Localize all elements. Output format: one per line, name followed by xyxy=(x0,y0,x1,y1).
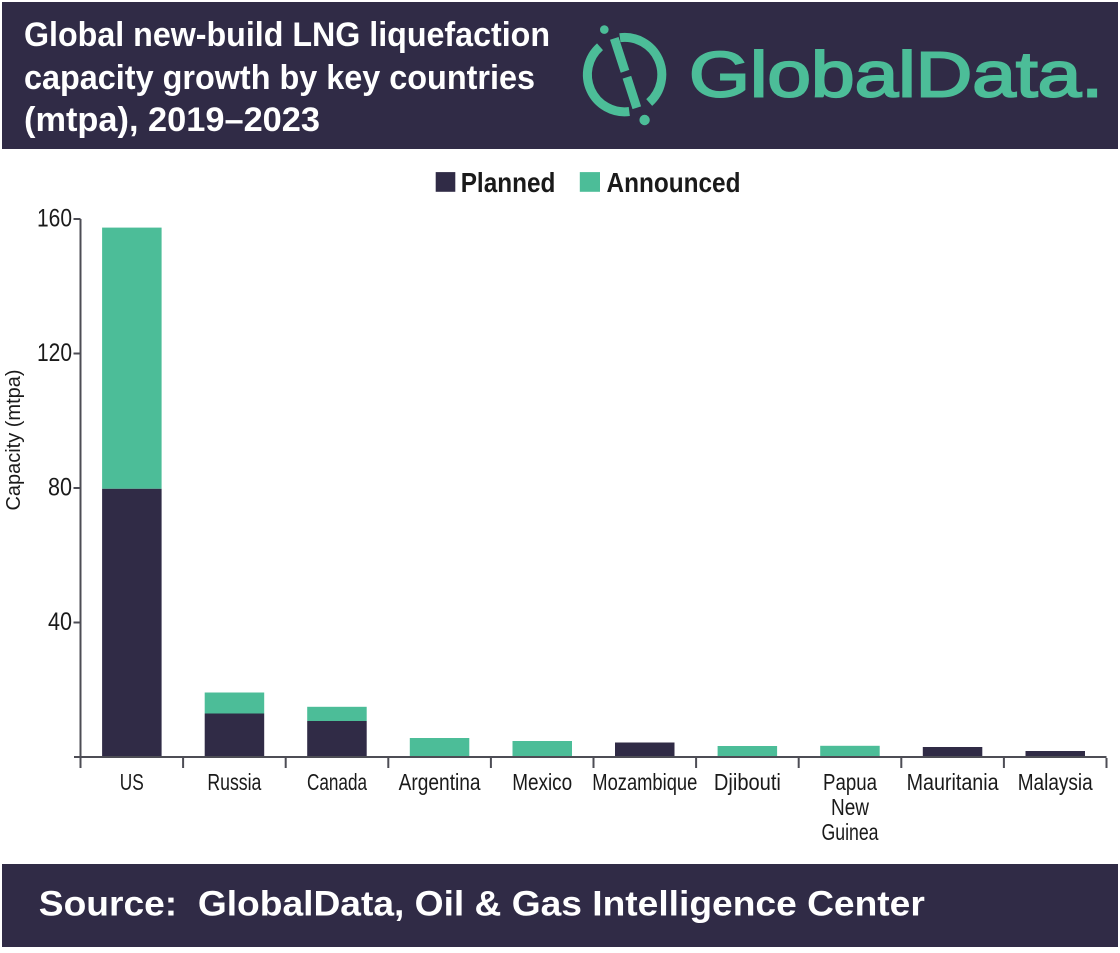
svg-text:US: US xyxy=(120,769,144,795)
svg-text:Russia: Russia xyxy=(207,769,261,795)
svg-text:80: 80 xyxy=(48,474,72,502)
svg-text:Papua: Papua xyxy=(823,769,877,795)
svg-text:capacity growth by key countri: capacity growth by key countries xyxy=(24,59,535,97)
svg-text:Canada: Canada xyxy=(307,769,367,795)
svg-text:Planned: Planned xyxy=(461,167,556,198)
svg-text:(mtpa), 2019–2023: (mtpa), 2019–2023 xyxy=(24,101,320,139)
svg-text:Mozambique: Mozambique xyxy=(592,769,697,795)
svg-text:Guinea: Guinea xyxy=(822,819,879,845)
svg-text:40: 40 xyxy=(48,608,72,636)
svg-text:Argentina: Argentina xyxy=(399,769,481,795)
svg-text:Capacity (mtpa): Capacity (mtpa) xyxy=(3,370,25,511)
svg-text:Djibouti: Djibouti xyxy=(714,769,781,795)
svg-text:GlobalData.: GlobalData. xyxy=(689,39,1103,111)
svg-text:Global new-build LNG liquefact: Global new-build LNG liquefaction xyxy=(24,16,550,54)
svg-text:160: 160 xyxy=(37,205,72,233)
svg-text:120: 120 xyxy=(37,339,72,367)
svg-text:Mauritania: Mauritania xyxy=(907,769,999,795)
svg-text:Announced: Announced xyxy=(607,167,741,198)
svg-text:Source: GlobalData, Oil & Gas: Source: GlobalData, Oil & Gas Intelligen… xyxy=(39,885,925,924)
svg-text:Malaysia: Malaysia xyxy=(1018,769,1093,795)
svg-text:New: New xyxy=(831,794,869,820)
svg-text:Mexico: Mexico xyxy=(512,769,572,795)
